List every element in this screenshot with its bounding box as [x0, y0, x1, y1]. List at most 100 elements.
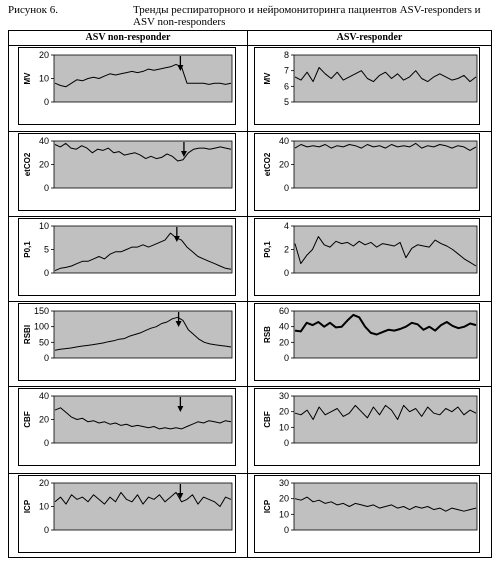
- y-axis-label: MV: [23, 72, 32, 85]
- y-tick-label: 10: [39, 502, 49, 512]
- series-line: [294, 67, 477, 83]
- row-divider: [9, 131, 491, 132]
- y-tick-label: 0: [44, 525, 49, 535]
- y-tick-label: 20: [39, 50, 49, 60]
- y-tick-label: 0: [284, 438, 289, 448]
- event-arrow-marker: [177, 484, 184, 499]
- y-tick-label: 0: [44, 353, 49, 363]
- y-tick-label: 20: [279, 494, 289, 504]
- y-tick-label: 40: [279, 136, 289, 146]
- y-tick-label: 50: [39, 337, 49, 347]
- plot-area: [53, 140, 233, 189]
- y-tick-label: 8: [284, 50, 289, 60]
- y-axis-label: etCO2: [23, 152, 32, 176]
- chart-etco2-non-responder: 0 20 40 etCO2: [18, 133, 236, 211]
- y-tick-label: 5: [284, 97, 289, 107]
- y-axis-label: ICP: [23, 499, 32, 513]
- y-tick-label: 0: [284, 268, 289, 278]
- plot-area: [53, 482, 233, 531]
- series-line: [54, 232, 232, 272]
- figure-title: Тренды респираторного и нейромониторинга…: [133, 4, 481, 28]
- y-axis-label: CBF: [263, 411, 272, 428]
- event-arrow-marker: [177, 397, 184, 412]
- y-tick-label: 40: [39, 391, 49, 401]
- y-axis-label: RSB: [263, 326, 272, 343]
- y-tick-label: 6: [284, 81, 289, 91]
- column-header-responder: ASV-responder: [336, 32, 403, 43]
- series-line: [54, 491, 232, 507]
- header-divider: [9, 45, 491, 46]
- plot-area: [293, 140, 478, 189]
- y-axis-label: CBF: [23, 411, 32, 428]
- y-axis-label: P0,1: [23, 241, 32, 258]
- series-line: [294, 496, 477, 512]
- y-tick-label: 20: [279, 160, 289, 170]
- series-line: [54, 407, 232, 430]
- y-tick-label: 20: [39, 478, 49, 488]
- y-tick-label: 4: [284, 221, 289, 231]
- series-line: [294, 404, 477, 420]
- y-tick-label: 10: [279, 422, 289, 432]
- series-line: [294, 236, 477, 267]
- chart-p01-non-responder: 0 5 10 P0,1: [18, 218, 236, 296]
- chart-mv-responder: 5 6 7 8 MV: [254, 47, 480, 125]
- plot-area: [53, 310, 233, 359]
- y-tick-label: 2: [284, 245, 289, 255]
- y-axis-label: ICP: [263, 499, 272, 513]
- chart-p01-responder: 0 2 4 P0,1: [254, 218, 480, 296]
- y-axis-label: etCO2: [263, 152, 272, 176]
- event-arrow-marker: [173, 227, 180, 242]
- chart-etco2-responder: 0 20 40 etCO2: [254, 133, 480, 211]
- plot-area: [293, 395, 478, 444]
- figure-label: Рисунок 6.: [8, 4, 58, 16]
- y-tick-label: 20: [279, 407, 289, 417]
- row-divider: [9, 473, 491, 474]
- y-axis-label: MV: [263, 72, 272, 85]
- y-tick-label: 60: [279, 306, 289, 316]
- series-line: [54, 142, 232, 162]
- y-tick-label: 10: [39, 74, 49, 84]
- plot-area: [293, 54, 478, 103]
- y-tick-label: 5: [44, 245, 49, 255]
- event-arrow-marker: [180, 142, 187, 157]
- chart-mv-non-responder: 0 10 20 MV: [18, 47, 236, 125]
- event-arrow-marker: [175, 312, 182, 327]
- plot-area: [293, 310, 478, 359]
- chart-icp-non-responder: 0 10 20 ICP: [18, 475, 236, 553]
- y-axis-label: P0,1: [263, 241, 272, 258]
- series-line: [294, 142, 477, 151]
- y-tick-label: 100: [34, 322, 49, 332]
- plot-area: [293, 225, 478, 274]
- y-axis-label: RSBI: [23, 325, 32, 344]
- y-tick-label: 30: [279, 478, 289, 488]
- y-tick-label: 0: [44, 438, 49, 448]
- column-divider: [247, 31, 248, 557]
- y-tick-label: 30: [279, 391, 289, 401]
- y-tick-label: 10: [279, 509, 289, 519]
- y-tick-label: 20: [279, 337, 289, 347]
- y-tick-label: 7: [284, 66, 289, 76]
- y-tick-label: 10: [39, 221, 49, 231]
- plot-area: [53, 54, 233, 103]
- event-arrow-marker: [177, 56, 184, 71]
- series-line: [54, 316, 232, 351]
- series-line: [54, 63, 232, 88]
- y-tick-label: 40: [39, 136, 49, 146]
- figure-grid: ASV non-responder ASV-responder: [8, 30, 492, 558]
- row-divider: [9, 301, 491, 302]
- row-divider: [9, 386, 491, 387]
- column-header-non-responder: ASV non-responder: [85, 32, 171, 43]
- row-divider: [9, 216, 491, 217]
- chart-icp-responder: 0 10 20 30 ICP: [254, 475, 480, 553]
- y-tick-label: 0: [44, 183, 49, 193]
- y-tick-label: 150: [34, 306, 49, 316]
- plot-area: [53, 395, 233, 444]
- y-tick-label: 0: [44, 268, 49, 278]
- y-tick-label: 20: [39, 160, 49, 170]
- chart-cbf-responder: 0 10 20 30 CBF: [254, 388, 480, 466]
- series-line: [294, 313, 477, 336]
- y-tick-label: 20: [39, 415, 49, 425]
- y-tick-label: 0: [44, 97, 49, 107]
- y-tick-label: 40: [279, 322, 289, 332]
